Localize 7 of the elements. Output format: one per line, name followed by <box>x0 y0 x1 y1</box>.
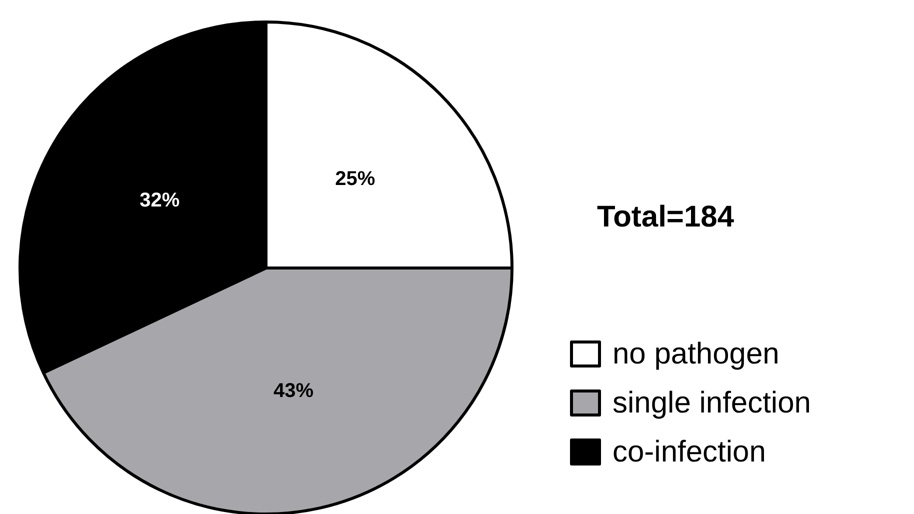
data-label: 25% <box>335 168 376 190</box>
legend-label: single infection <box>612 386 811 420</box>
legend-label: no pathogen <box>612 338 780 370</box>
data-label: 43% <box>273 380 314 402</box>
text: Total=184 <box>597 200 734 234</box>
legend-label: co-infection <box>612 436 766 468</box>
data-label: 32% <box>140 189 180 212</box>
